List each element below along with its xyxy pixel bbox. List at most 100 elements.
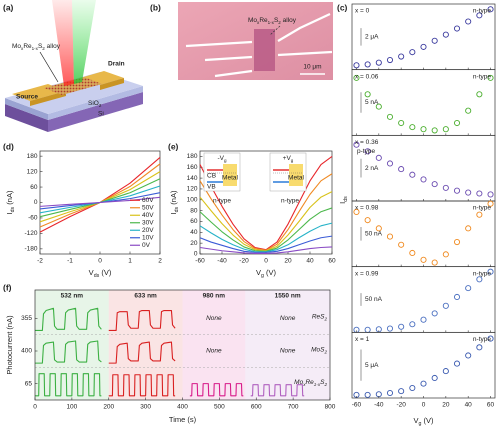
x-axis-label: Vds (V) [89, 268, 112, 279]
row-name: MoxRe1-xS2 [294, 379, 327, 387]
subscript: x [302, 382, 306, 387]
data-point [398, 119, 405, 127]
data-point [409, 384, 416, 392]
annotation: n-type [281, 198, 299, 205]
text-part: SiO [88, 100, 99, 107]
wavelength-label: 532 nm [61, 293, 84, 300]
data-line [39, 196, 161, 207]
subscript: x [21, 46, 24, 51]
none-label: None [280, 315, 296, 322]
text-part: V [256, 268, 261, 277]
x-tick-label: -40 [217, 258, 227, 265]
data-point [398, 166, 405, 173]
data-point [487, 74, 494, 81]
alloy-label: MoxRe1-xS2 alloy [248, 17, 297, 25]
photocurrent-trace [250, 384, 305, 397]
subscript: ds [94, 273, 100, 279]
data-point [420, 176, 427, 183]
x-axis-label: Time (s) [169, 415, 197, 424]
data-point [364, 326, 371, 333]
data-point [386, 113, 394, 120]
data-point [476, 190, 483, 197]
scale-label: 50 nA [365, 296, 383, 303]
x-tick-label: 700 [288, 404, 299, 411]
wavelength-label: 1550 nm [275, 293, 301, 300]
scale-label: 2 μA [365, 34, 379, 41]
y-axis-label: Ids (nA) [5, 190, 16, 214]
legend-label: 30V [142, 219, 154, 226]
x-tick-label: -20 [396, 402, 406, 409]
data-point [353, 141, 360, 148]
data-point [431, 374, 438, 382]
data-point [465, 352, 472, 359]
y-tick-label: -180 [24, 246, 37, 253]
scale-label: 5 nA [365, 99, 379, 106]
legend-label: 20V [142, 227, 154, 234]
data-point [465, 285, 472, 292]
x-tick-label: 40 [465, 402, 473, 409]
row-name: MoS2 [311, 346, 327, 354]
text-part: ReS [312, 313, 325, 320]
text-part: Mo [248, 17, 257, 24]
subscript: ds [174, 206, 180, 212]
y-tick-label: -120 [24, 230, 37, 237]
data-point [442, 302, 449, 309]
photocurrent-trace [108, 374, 176, 397]
subscript: g [224, 158, 227, 163]
row-level-label: 355 [21, 315, 32, 322]
source-label: Source [16, 94, 38, 101]
x-tick-label: -60 [195, 258, 205, 265]
scale-label: 5 μA [365, 362, 379, 369]
none-label: None [206, 348, 222, 355]
data-point [353, 74, 360, 81]
x-tick-label: 800 [325, 404, 336, 411]
data-point [487, 191, 494, 198]
metal-block [223, 164, 237, 186]
x-tick-label: -60 [352, 402, 362, 409]
text-part: S [274, 17, 279, 24]
y-tick-label: 60 [190, 218, 198, 225]
text-part: Mo [12, 43, 21, 50]
subscript: 2 [323, 349, 327, 354]
text-part: Re [305, 379, 314, 386]
x-tick-label: 20 [284, 258, 292, 265]
data-point [465, 189, 472, 196]
data-point [476, 12, 483, 19]
data-point [442, 31, 449, 38]
panel-label: (d) [3, 141, 14, 151]
data-point [465, 225, 472, 232]
alloy-label: MoxRe1-xS2 alloy [12, 43, 61, 51]
x-tick-label: 1 [128, 258, 132, 265]
data-point [420, 256, 427, 263]
drain-label: Drain [108, 61, 125, 68]
data-point [375, 59, 382, 66]
data-point [487, 200, 494, 207]
data-point [420, 126, 427, 133]
y-tick-label: 140 [187, 175, 198, 182]
data-point [409, 49, 416, 56]
legend-label: 0V [142, 242, 151, 249]
text-part: Re [259, 17, 268, 24]
photocurrent-trace [35, 373, 102, 397]
data-point [431, 127, 438, 134]
text-part: (nA) [5, 190, 14, 207]
y-tick-label: -60 [28, 215, 38, 222]
subscript: g [419, 421, 422, 427]
data-point [409, 321, 416, 328]
text-part: I [5, 212, 14, 214]
data-point [364, 217, 371, 224]
wavelength-label: 633 nm [134, 293, 157, 300]
data-line [199, 235, 333, 253]
data-point [453, 238, 461, 246]
data-point [353, 208, 360, 215]
legend-label: 10V [142, 234, 154, 241]
x-tick-label: 2 [158, 258, 162, 265]
y-axis-label: Ids [338, 196, 349, 204]
data-point [431, 259, 438, 266]
subscript: 1-x [32, 46, 39, 51]
data-point [476, 211, 483, 218]
composition-label: x = 0.99 [355, 270, 379, 277]
data-point [487, 335, 494, 342]
data-point [386, 56, 394, 64]
x-tick-label: 0 [33, 404, 37, 411]
